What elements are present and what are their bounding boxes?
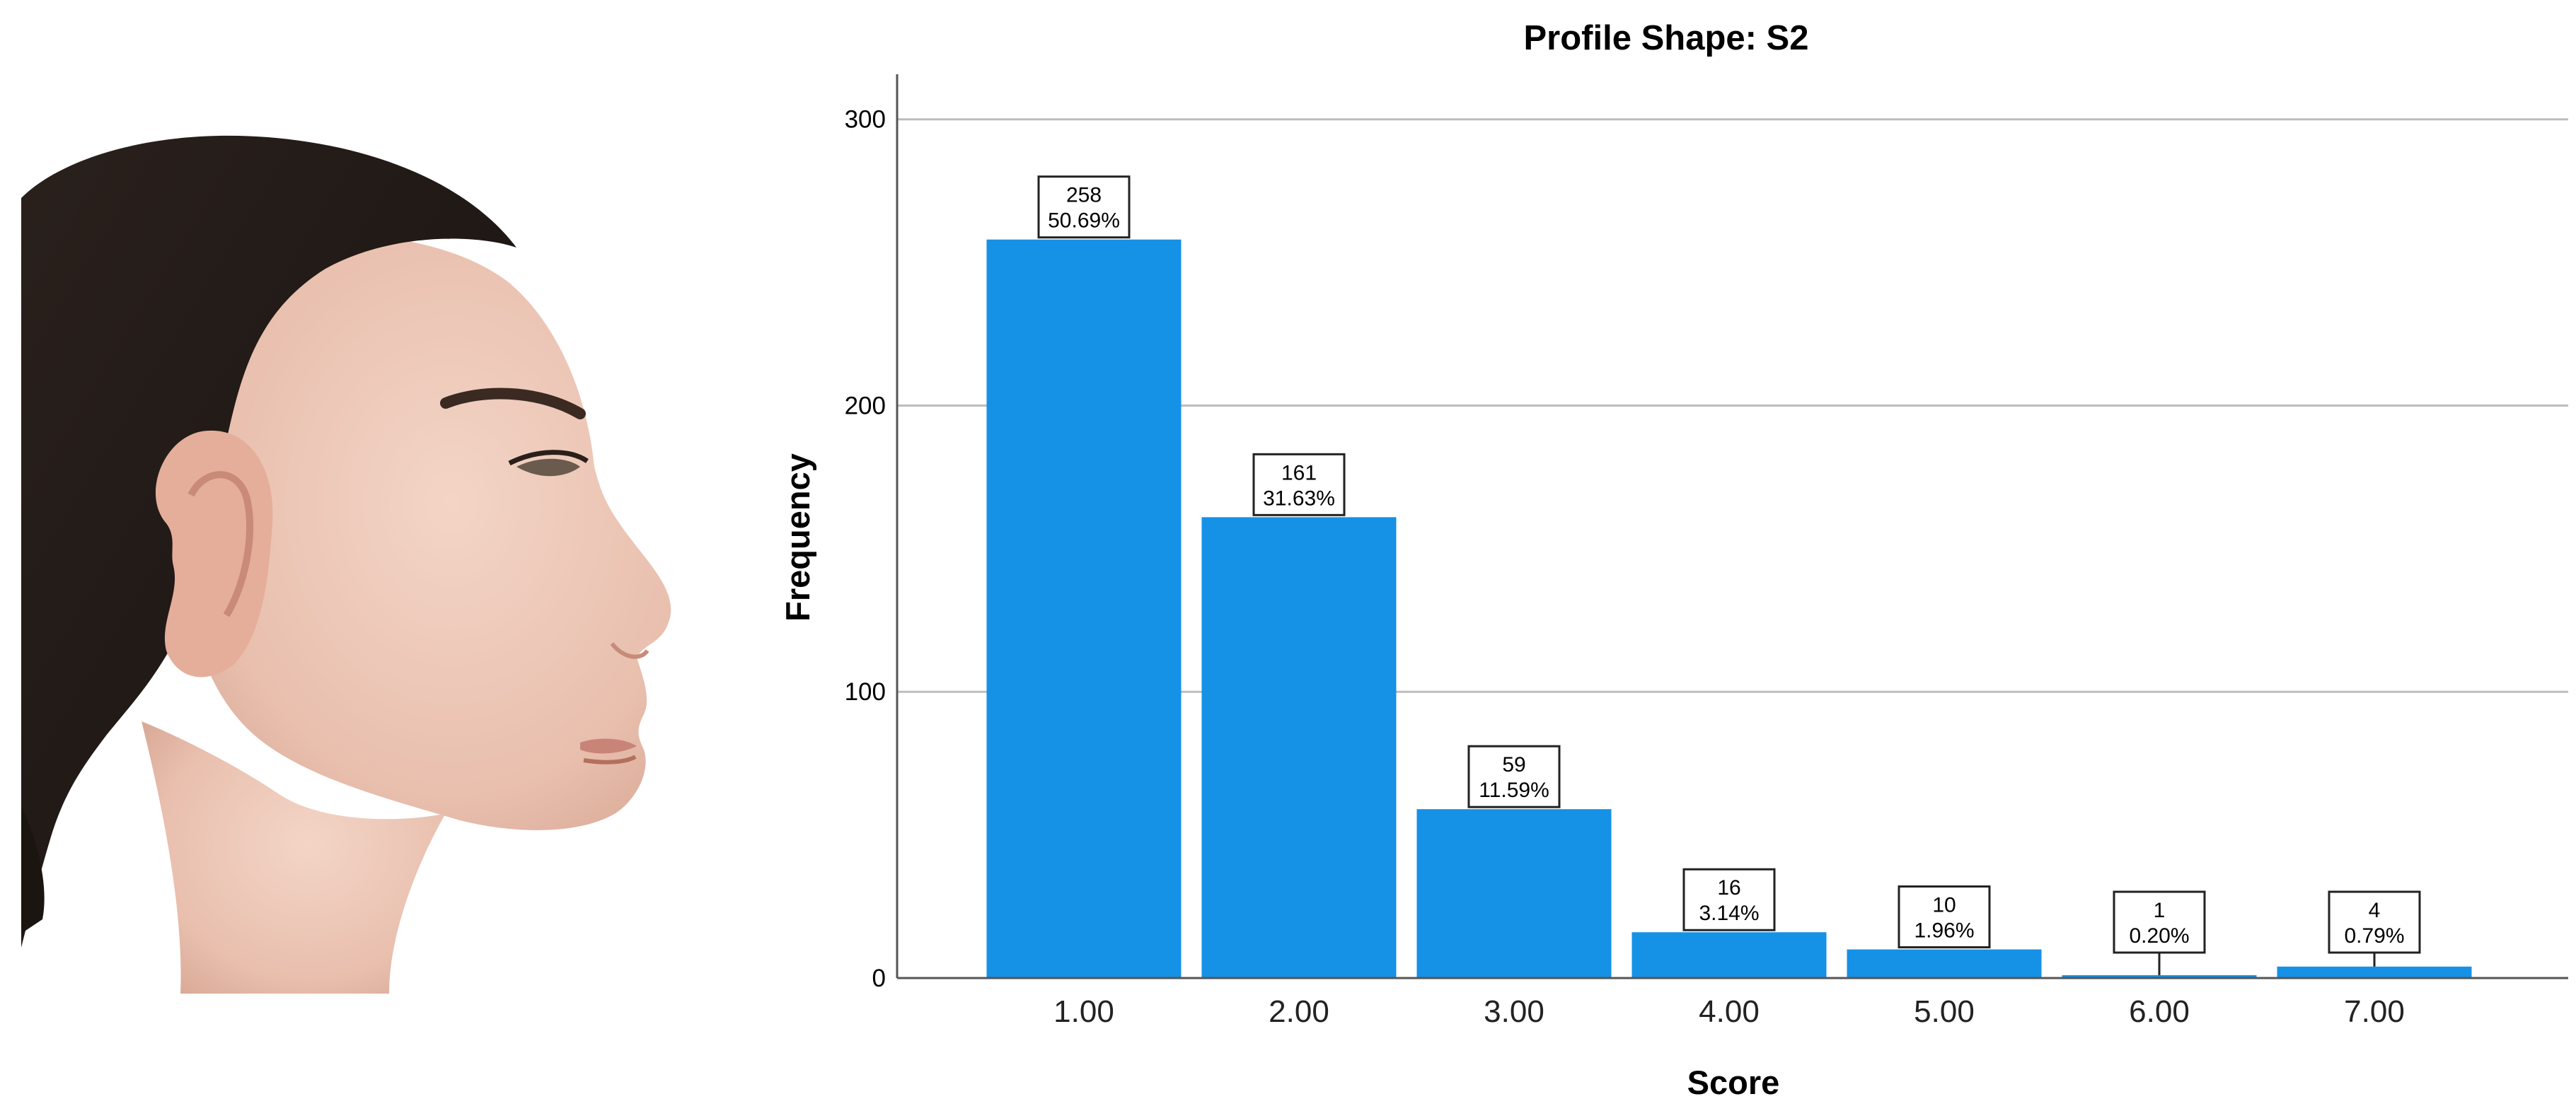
bar [2062, 975, 2257, 978]
data-label-percent: 0.79% [2344, 924, 2404, 948]
data-label-box [1898, 885, 1991, 949]
bars [986, 239, 2472, 978]
x-tick-label: 3.00 [1484, 994, 1544, 1029]
y-axis-title: Frequency [779, 453, 816, 622]
data-label-count: 10 [1932, 894, 1956, 917]
data-label-count: 16 [1717, 876, 1740, 900]
axes [896, 74, 2568, 979]
bar [1631, 932, 1827, 978]
y-tick-label: 200 [845, 392, 886, 419]
data-label-box [1467, 745, 1561, 808]
data-label-box [1252, 453, 1346, 516]
data-label-percent: 50.69% [1048, 209, 1120, 233]
data-label-box [1682, 868, 1776, 931]
data-label-box [2328, 890, 2421, 954]
data-label-percent: 3.14% [1699, 902, 1759, 925]
profile-photo [21, 99, 679, 994]
y-tick-label: 300 [845, 106, 886, 134]
data-label-count: 1 [2154, 899, 2166, 922]
x-tick-label: 4.00 [1699, 994, 1760, 1029]
x-tick-label: 2.00 [1269, 994, 1329, 1029]
tick-labels: 0 100 200 300 1.00 2.00 3.00 4.00 5.00 6.00 7.00 [845, 106, 2405, 1029]
bar [1847, 949, 2042, 978]
chart-title: Profile Shape: S2 [1523, 19, 1808, 57]
data-label-count: 258 [1066, 184, 1102, 207]
y-tick-label: 0 [872, 965, 886, 992]
y-tick-label: 100 [845, 678, 886, 706]
data-label-count: 4 [2369, 899, 2381, 922]
x-tick-label: 5.00 [1914, 994, 1975, 1029]
data-label-percent: 1.96% [1914, 919, 1974, 943]
bar [2277, 966, 2472, 978]
data-label-count: 161 [1281, 461, 1317, 484]
x-axis-title: Score [1687, 1064, 1780, 1101]
data-label-percent: 11.59% [1479, 779, 1549, 802]
data-label-box [1037, 175, 1131, 239]
x-tick-label: 6.00 [2129, 994, 2190, 1029]
data-label-percent: 31.63% [1263, 487, 1335, 510]
data-label-box [2113, 890, 2206, 954]
data-label-count: 59 [1502, 753, 1525, 776]
data-label-percent: 0.20% [2129, 924, 2189, 948]
bar [986, 239, 1182, 978]
bar [1416, 809, 1612, 978]
bar [1201, 517, 1397, 978]
x-tick-label: 1.00 [1053, 994, 1114, 1029]
x-tick-label: 7.00 [2344, 994, 2405, 1029]
